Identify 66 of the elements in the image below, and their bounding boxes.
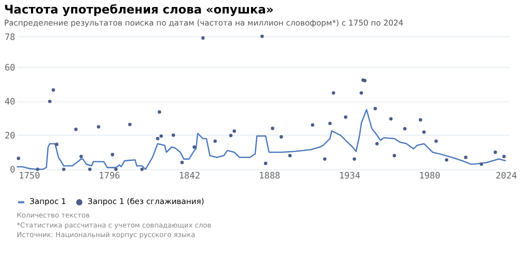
- chart-title: Частота употребления слова «опушка»: [4, 2, 274, 17]
- point: [352, 157, 356, 161]
- point: [52, 88, 55, 92]
- x-tick-label: 1980: [419, 172, 440, 182]
- point: [172, 133, 176, 137]
- x-tick-label: 1796: [98, 172, 120, 182]
- point: [114, 168, 118, 171]
- point: [360, 91, 364, 95]
- point: [62, 168, 66, 171]
- point: [502, 154, 506, 158]
- point: [270, 126, 274, 130]
- point: [375, 142, 379, 146]
- point: [323, 157, 326, 161]
- point: [74, 128, 78, 132]
- line-series: [16, 108, 506, 170]
- point: [494, 150, 498, 154]
- point: [55, 142, 58, 146]
- point: [392, 154, 396, 158]
- point: [422, 130, 426, 134]
- point: [110, 152, 114, 156]
- chart-subtitle: Распределение результатов поиска по датам (частота на миллион словоформ*) с 1750 по 2024: [4, 18, 404, 28]
- point: [201, 36, 205, 40]
- point: [328, 122, 332, 126]
- x-tick-label: 1888: [258, 172, 280, 182]
- x-tick-label: 1750: [18, 172, 40, 182]
- point: [232, 129, 236, 133]
- point: [389, 117, 393, 121]
- point: [288, 154, 292, 158]
- point: [88, 168, 92, 171]
- point: [159, 134, 163, 138]
- point: [464, 156, 468, 160]
- point: [280, 135, 283, 139]
- point: [16, 156, 20, 160]
- point: [374, 106, 377, 110]
- point: [140, 168, 144, 171]
- point: [264, 162, 268, 166]
- point: [36, 168, 40, 171]
- x-tick-label: 1842: [178, 172, 200, 182]
- point: [156, 136, 160, 140]
- point: [79, 154, 83, 158]
- point: [310, 123, 314, 127]
- point: [260, 34, 264, 38]
- legend-label: Запрос 1 (без сглаживания): [88, 197, 204, 206]
- point: [158, 110, 162, 114]
- point: [434, 139, 438, 143]
- point: [444, 158, 448, 162]
- point: [418, 118, 422, 122]
- point: [192, 145, 196, 149]
- y-tick-label: 60: [4, 63, 16, 74]
- point: [96, 125, 100, 129]
- y-tick-label: 20: [4, 132, 16, 142]
- point: [344, 115, 348, 119]
- point: [180, 160, 184, 164]
- point: [229, 134, 233, 138]
- point: [480, 162, 484, 166]
- y-tick-label: 78: [4, 32, 16, 43]
- point: [213, 139, 217, 143]
- point: [332, 91, 336, 95]
- y-tick-label: 0: [10, 166, 16, 176]
- x-tick-label: 2024: [496, 172, 517, 182]
- point: [48, 100, 52, 104]
- point: [403, 127, 407, 130]
- y-tick-label: 40: [4, 98, 16, 108]
- legend-label: Запрос 1: [30, 197, 66, 206]
- point: [128, 122, 132, 126]
- x-tick-label: 1934: [338, 172, 360, 182]
